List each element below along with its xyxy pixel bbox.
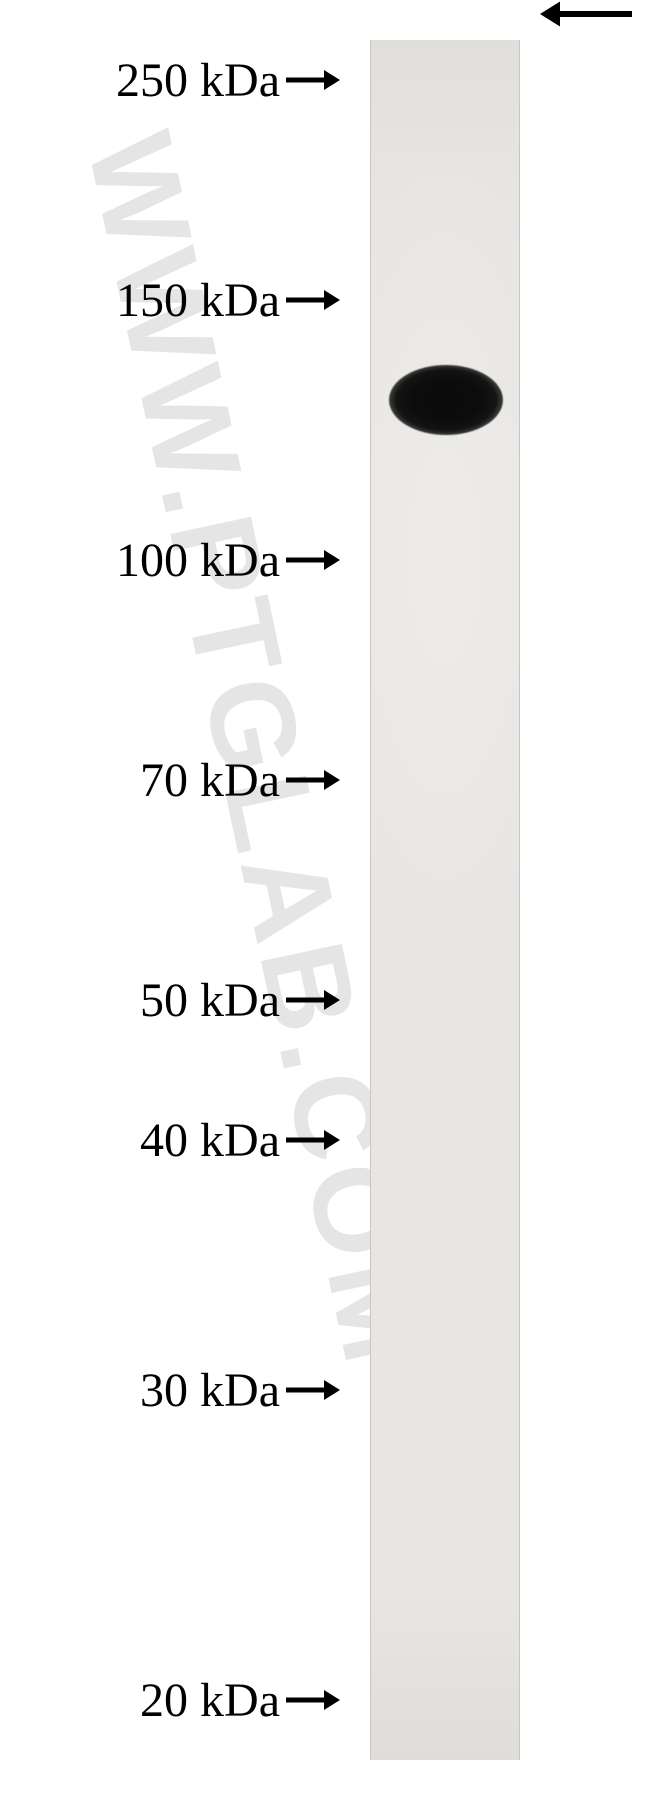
arrow-right-icon	[286, 1129, 340, 1151]
mw-marker: 20 kDa	[140, 1670, 340, 1730]
mw-marker: 250 kDa	[116, 50, 340, 110]
mw-marker-label: 20 kDa	[140, 1673, 280, 1728]
mw-marker-label: 100 kDa	[116, 533, 280, 588]
protein-band	[389, 365, 503, 435]
arrow-right-icon	[286, 549, 340, 571]
mw-marker-label: 40 kDa	[140, 1113, 280, 1168]
mw-marker-label: 150 kDa	[116, 273, 280, 328]
arrow-right-icon	[286, 1379, 340, 1401]
mw-marker: 70 kDa	[140, 750, 340, 810]
mw-marker-label: 250 kDa	[116, 53, 280, 108]
mw-marker: 150 kDa	[116, 270, 340, 330]
mw-marker-label: 70 kDa	[140, 753, 280, 808]
mw-marker-label: 30 kDa	[140, 1363, 280, 1418]
western-blot-figure: WWW.PTGLAB.COM 250 kDa 150 kDa 100 kDa 7…	[0, 0, 650, 1803]
mw-marker: 30 kDa	[140, 1360, 340, 1420]
band-pointer-arrow	[540, 0, 632, 28]
mw-marker: 100 kDa	[116, 530, 340, 590]
mw-marker: 40 kDa	[140, 1110, 340, 1170]
arrow-right-icon	[286, 69, 340, 91]
arrow-right-icon	[286, 1689, 340, 1711]
mw-marker-label: 50 kDa	[140, 973, 280, 1028]
arrow-right-icon	[286, 289, 340, 311]
arrow-right-icon	[286, 989, 340, 1011]
blot-lane	[370, 40, 520, 1760]
arrow-right-icon	[286, 769, 340, 791]
mw-marker: 50 kDa	[140, 970, 340, 1030]
